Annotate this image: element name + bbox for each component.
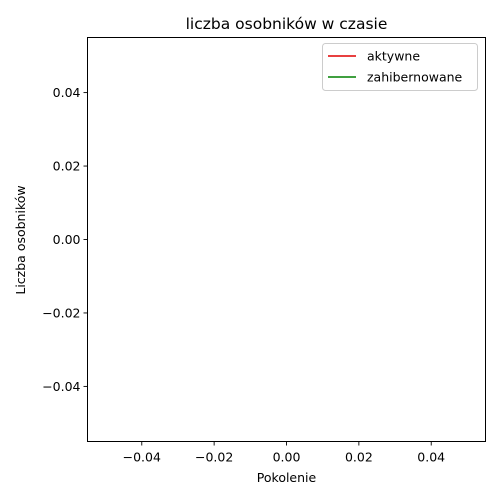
x-tick-label: 0.00: [273, 450, 301, 465]
chart-title: liczba osobników w czasie: [186, 15, 388, 33]
x-axis-label: Pokolenie: [257, 470, 317, 485]
y-tick-label: 0.04: [53, 85, 81, 100]
x-tick-label: −0.02: [195, 450, 233, 465]
y-tick-label: 0.02: [53, 159, 81, 174]
legend-label-zahibernowane: zahibernowane: [367, 70, 463, 85]
y-tick-label: −0.04: [42, 379, 80, 394]
x-axis-ticks: −0.04 −0.02 0.00 0.02 0.04: [123, 442, 446, 465]
x-tick-label: 0.04: [417, 450, 445, 465]
legend: aktywne zahibernowane: [323, 44, 478, 91]
x-tick-label: −0.04: [123, 450, 161, 465]
y-tick-label: 0.00: [53, 232, 81, 247]
x-tick-label: 0.02: [345, 450, 373, 465]
y-tick-label: −0.02: [42, 305, 80, 320]
plot-area: [88, 38, 486, 442]
y-axis-ticks: 0.04 0.02 0.00 −0.02 −0.04: [42, 85, 87, 394]
legend-label-aktywne: aktywne: [367, 49, 420, 64]
y-axis-label: Liczba osobników: [13, 185, 28, 294]
